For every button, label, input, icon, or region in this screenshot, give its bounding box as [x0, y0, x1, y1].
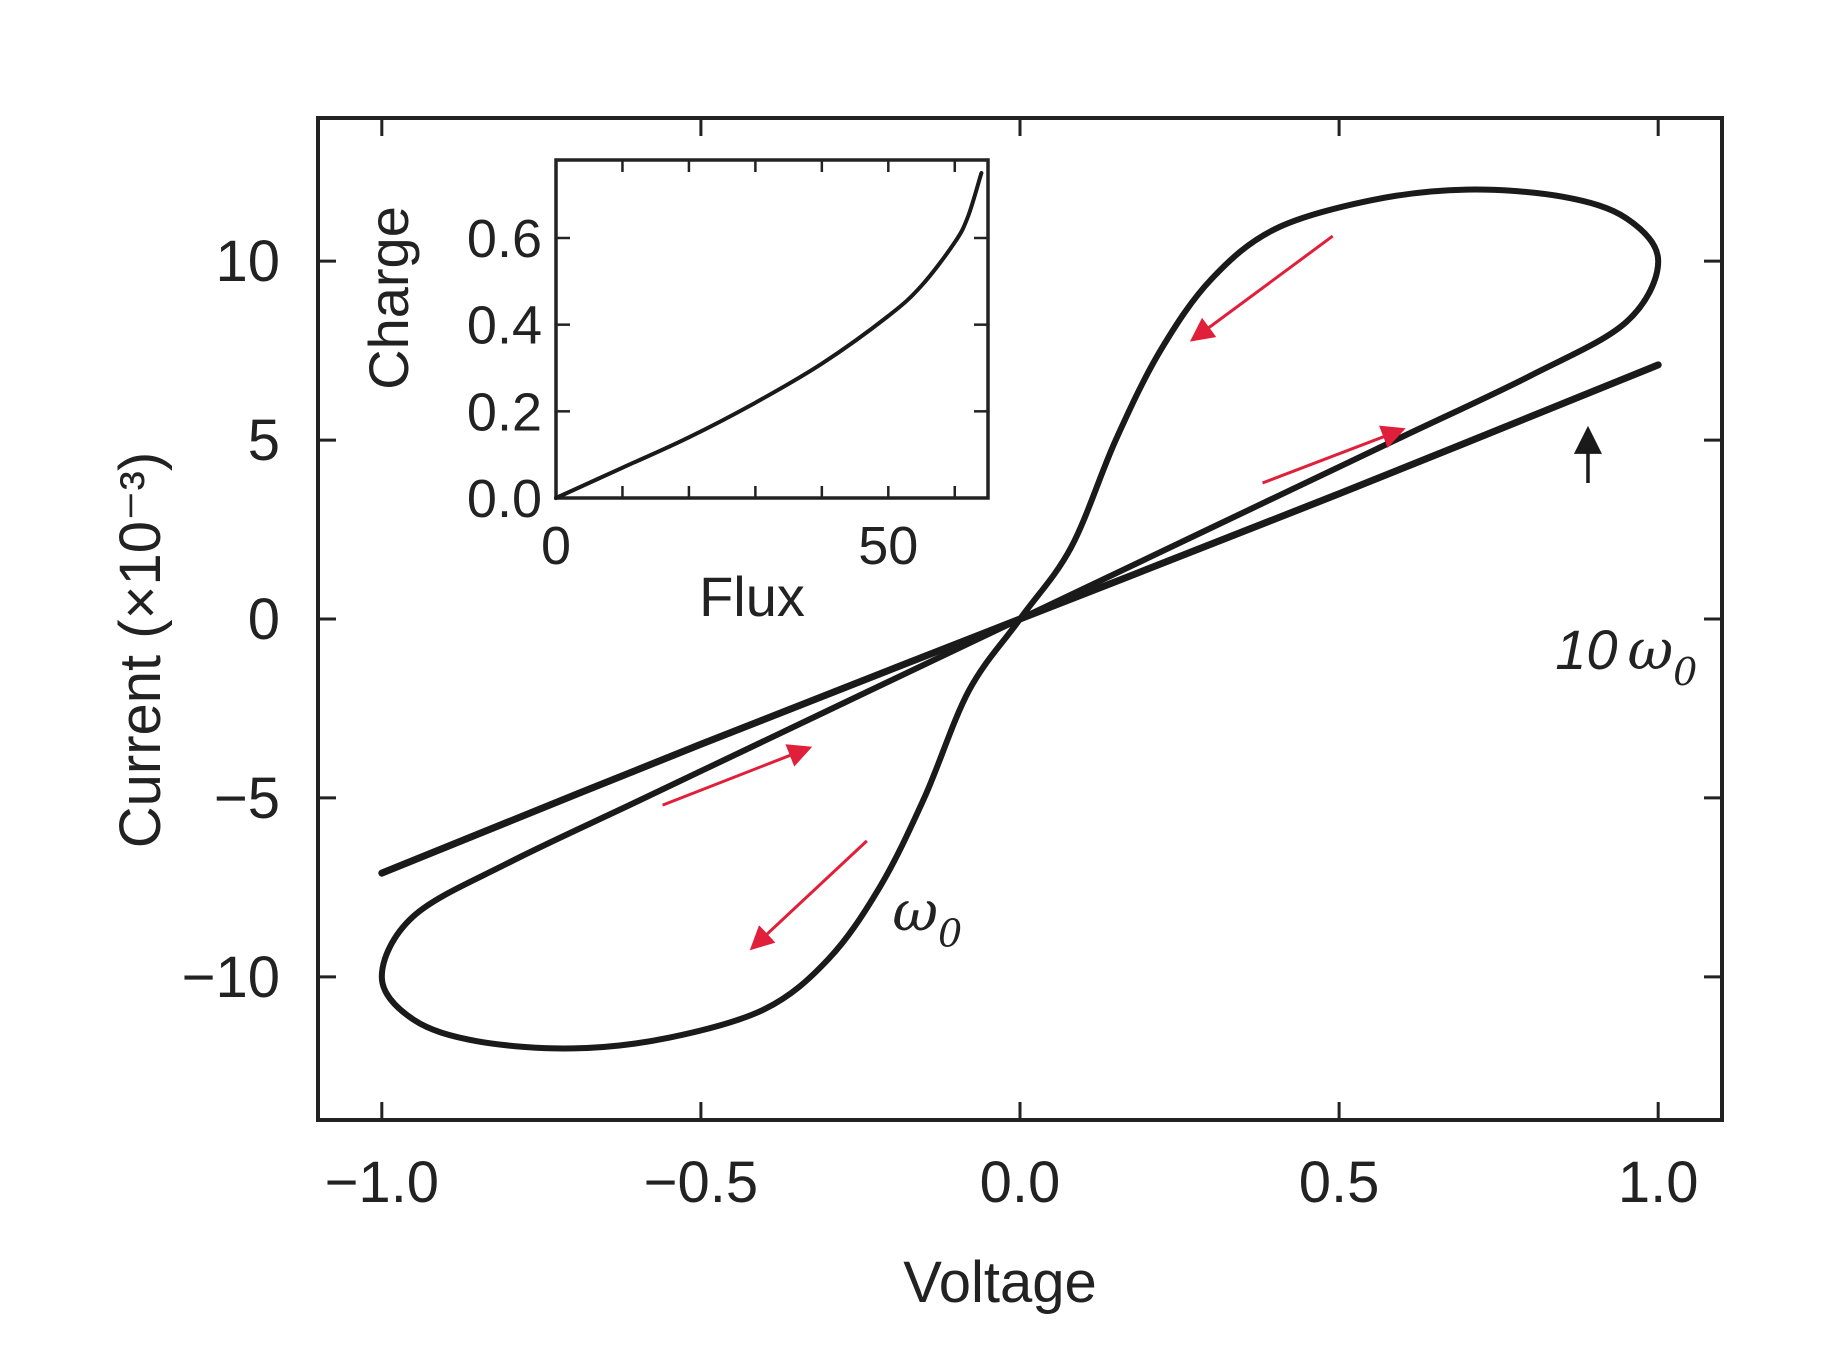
direction-arrow [662, 744, 813, 807]
omega0-label: ω0 [892, 879, 962, 955]
inset-series [554, 171, 984, 500]
direction-arrow [1189, 234, 1334, 342]
inset-plot: 0 50 0.0 0.2 0.4 0.6 Flux Charge [357, 158, 990, 628]
y-tick-label: −10 [182, 945, 280, 1010]
y-tick-label: 0 [248, 587, 280, 652]
x-tick-label: 0.5 [1299, 1150, 1380, 1215]
inset-y-axis-title: Charge [357, 206, 420, 390]
annotation-10omega0: 10 ω0 [1555, 425, 1697, 694]
inset-x-tick-label: 0 [541, 516, 571, 576]
main-x-axis-ticks: −1.0 −0.5 0.0 0.5 1.0 [325, 118, 1699, 1215]
inset-y-tick-label: 0.2 [467, 382, 542, 442]
main-y-axis-ticks: −10 −5 0 5 10 [182, 229, 1722, 1010]
direction-arrow [1261, 425, 1406, 485]
inset-x-tick-label: 50 [858, 516, 918, 576]
omega0-symbol: ω [892, 879, 938, 944]
y-tick-label: 5 [248, 408, 280, 473]
10omega0-subscript: 0 [1673, 650, 1697, 694]
x-tick-label: −1.0 [325, 1150, 440, 1215]
omega0-subscript: 0 [938, 911, 962, 955]
x-tick-label: 0.0 [980, 1150, 1061, 1215]
inset-plot-background [556, 160, 988, 498]
y-tick-label: 10 [215, 229, 280, 294]
y-tick-label: −5 [214, 766, 280, 831]
inset-plot-frame [554, 158, 990, 500]
direction-arrow [749, 839, 868, 951]
annotation-omega0: ω0 [892, 879, 962, 955]
inset-y-tick-label: 0.4 [467, 296, 542, 356]
main-plot: −1.0 −0.5 0.0 0.5 1.0 −10 −5 0 5 10 Voltage Curr… [108, 116, 1724, 1315]
main-series [378, 186, 1662, 1052]
inset-x-axis-ticks: 0 50 [541, 160, 957, 576]
10omega0-label: 10 ω0 [1555, 618, 1697, 694]
inset-y-tick-label: 0.6 [467, 209, 542, 269]
inset-charge-flux-curve [554, 171, 984, 500]
inset-y-axis-ticks: 0.0 0.2 0.4 0.6 [467, 209, 988, 529]
x-tick-label: −0.5 [644, 1150, 759, 1215]
10omega0-prefix: 10 [1555, 618, 1617, 681]
inset-y-tick-label: 0.0 [467, 469, 542, 529]
direction-arrows [662, 234, 1406, 951]
x-tick-label: 1.0 [1618, 1150, 1699, 1215]
10omega0-symbol: ω [1627, 618, 1673, 683]
x-axis-title: Voltage [903, 1250, 1097, 1315]
series-10omega0-line [378, 361, 1662, 877]
series-omega0-loop [378, 186, 1662, 1052]
y-axis-title: Current (×10⁻³) [108, 452, 173, 848]
inset-x-axis-title: Flux [699, 565, 805, 628]
